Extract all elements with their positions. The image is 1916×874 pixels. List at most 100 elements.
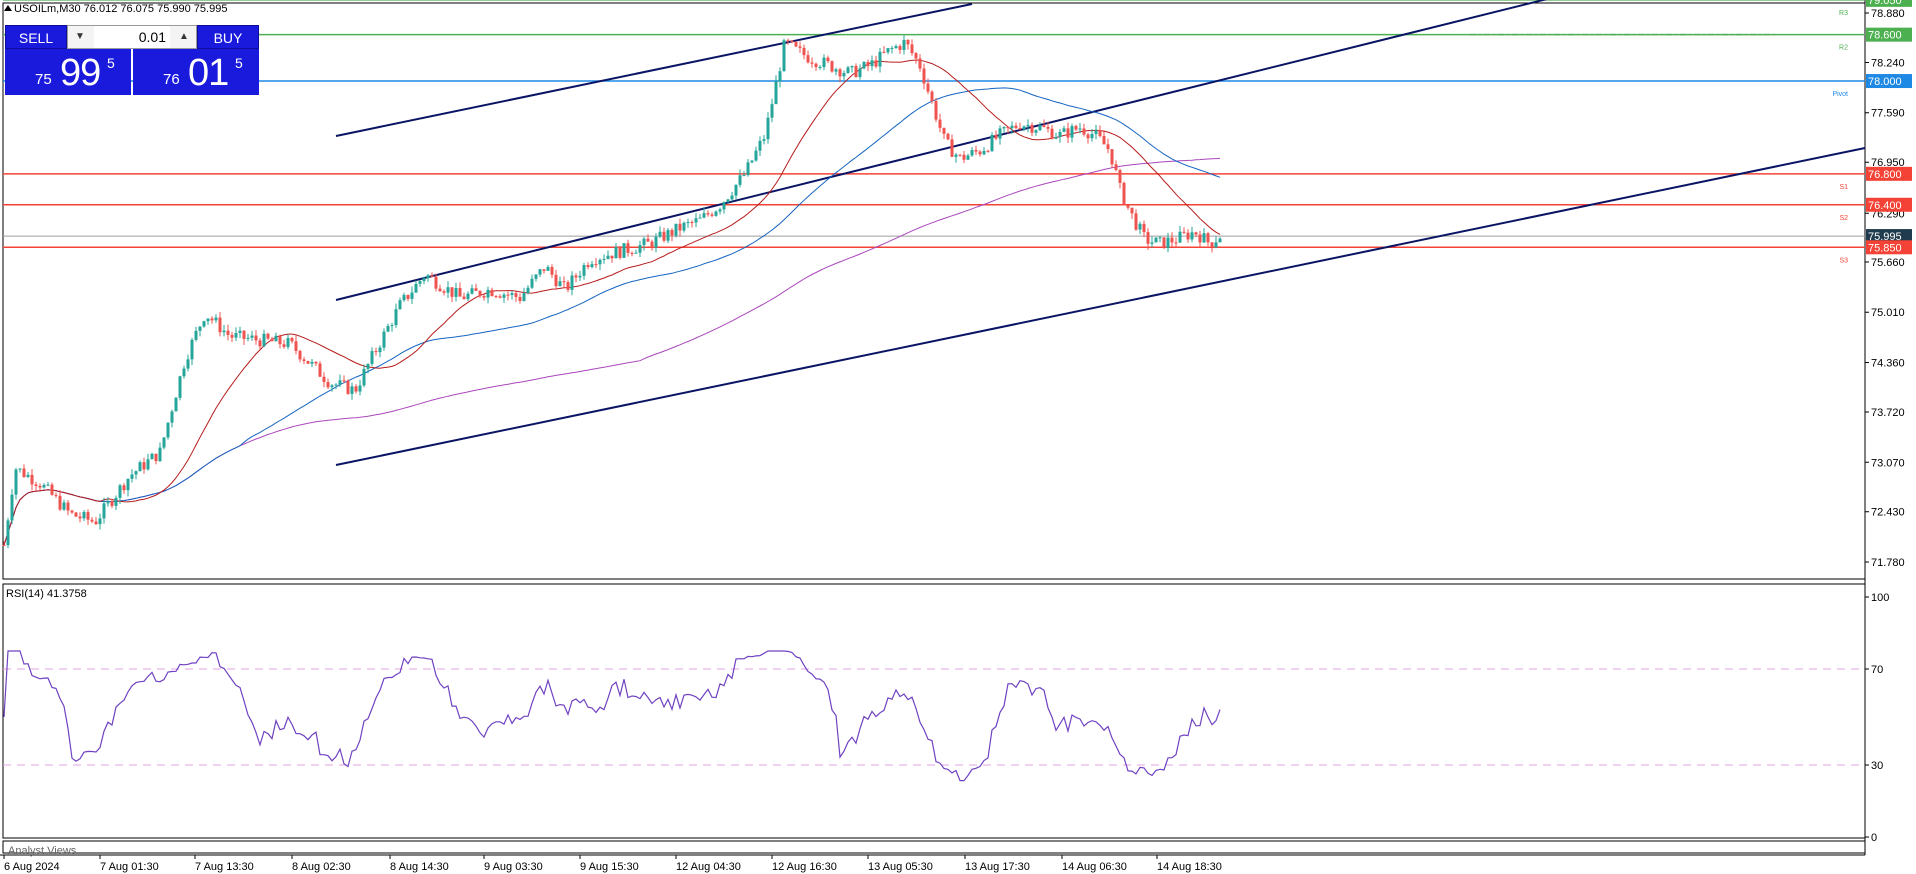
- main-chart-area[interactable]: [2, 2, 1866, 580]
- level-name-s2: S2: [1839, 215, 1848, 222]
- candle-body: [990, 134, 994, 152]
- candle-body: [826, 57, 830, 62]
- candle-body: [494, 296, 498, 298]
- candle-body: [314, 361, 318, 364]
- candle-body: [614, 247, 618, 259]
- candle-body: [166, 422, 170, 438]
- candle-body: [590, 264, 594, 268]
- rsi-tick-label: 30: [1871, 760, 1883, 772]
- candle-body: [18, 468, 22, 470]
- candle-body: [202, 321, 206, 327]
- candle-body: [1026, 124, 1030, 127]
- candle-body: [1166, 237, 1170, 248]
- candle-body: [646, 238, 650, 242]
- candle-body: [678, 223, 682, 231]
- candle-body: [42, 484, 46, 488]
- candle-body: [914, 53, 918, 59]
- candle-body: [510, 293, 514, 296]
- buy-button[interactable]: BUY: [197, 25, 259, 49]
- candle-body: [722, 202, 726, 210]
- candle-body: [1126, 204, 1130, 208]
- price-tag-label: 76.400: [1868, 200, 1902, 212]
- candle-body: [350, 386, 354, 394]
- candle-body: [1146, 232, 1150, 244]
- lot-decrease-icon[interactable]: ▼: [75, 31, 85, 42]
- candle-body: [746, 162, 750, 176]
- candle-body: [1106, 144, 1110, 150]
- rsi-subwindow[interactable]: [2, 583, 1866, 839]
- candle-body: [474, 288, 478, 291]
- candle-body: [582, 265, 586, 276]
- buy-price-display[interactable]: 76 01 5: [133, 49, 259, 95]
- level-name-r3: R3: [1839, 10, 1848, 17]
- candle-body: [214, 317, 218, 321]
- time-tick-label: 9 Aug 03:30: [484, 861, 543, 873]
- candle-body: [890, 47, 894, 49]
- candle-body: [670, 230, 674, 236]
- sell-button[interactable]: SELL: [5, 25, 67, 49]
- lot-size-stepper[interactable]: ▼ 0.01 ▲: [67, 25, 197, 49]
- candle-body: [478, 290, 482, 296]
- candle-body: [570, 275, 574, 290]
- price-tag-s2: [1866, 197, 1912, 212]
- candle-body: [870, 60, 874, 67]
- candle-body: [118, 485, 122, 498]
- price-tag-s3: [1866, 240, 1912, 255]
- candle-body: [658, 231, 662, 237]
- sell-price-display[interactable]: 75 99 5: [5, 49, 131, 95]
- candle-body: [938, 119, 942, 128]
- candle-body: [622, 243, 626, 258]
- candle-body: [498, 296, 502, 298]
- rsi-line: [3, 650, 1221, 782]
- candle-body: [1038, 125, 1042, 131]
- candle-body: [94, 521, 98, 525]
- candle-body: [130, 474, 134, 479]
- candle-body: [266, 333, 270, 339]
- time-tick-label: 13 Aug 05:30: [868, 861, 933, 873]
- candle-body: [1054, 136, 1058, 139]
- candle-body: [598, 259, 602, 265]
- candle-body: [338, 380, 342, 385]
- buy-price-main: 01: [188, 52, 229, 94]
- sell-price-prefix: 75: [35, 71, 52, 88]
- candle-body: [374, 351, 378, 353]
- candle-body: [366, 364, 370, 369]
- level-name-pivot: Pivot: [1832, 91, 1848, 98]
- lot-size-input[interactable]: 0.01: [94, 26, 170, 48]
- collapse-arrow-icon[interactable]: [4, 5, 12, 11]
- level-name-s3: S3: [1839, 257, 1848, 264]
- candle-body: [714, 211, 718, 216]
- candle-body: [354, 386, 358, 392]
- time-tick-label: 13 Aug 17:30: [965, 861, 1030, 873]
- lot-increase-icon[interactable]: ▲: [179, 31, 189, 42]
- candle-body: [962, 154, 966, 160]
- candle-body: [718, 209, 722, 212]
- candle-body: [1046, 126, 1050, 129]
- candle-body: [506, 294, 510, 296]
- candle-body: [1034, 130, 1038, 133]
- price-tick-label: 73.070: [1871, 457, 1905, 469]
- candle-body: [442, 291, 446, 293]
- candle-body: [302, 359, 306, 361]
- candle-body: [934, 100, 938, 120]
- candle-body: [1218, 238, 1222, 243]
- candle-body: [586, 265, 590, 268]
- candle-body: [810, 62, 814, 64]
- candle-body: [774, 81, 778, 105]
- candle-body: [634, 252, 638, 254]
- candle-body: [1110, 149, 1114, 165]
- candle-body: [866, 62, 870, 67]
- candle-body: [754, 150, 758, 161]
- candle-body: [814, 63, 818, 68]
- channel-line-2[interactable]: [335, 0, 1865, 301]
- channel-line-3[interactable]: [335, 147, 1866, 466]
- candle-body: [426, 275, 430, 279]
- candle-body: [994, 134, 998, 139]
- candle-body: [850, 65, 854, 68]
- candle-body: [1138, 223, 1142, 230]
- channel-line-1[interactable]: [335, 3, 973, 137]
- candle-body: [22, 468, 26, 477]
- candle-body: [974, 150, 978, 152]
- rsi-indicator-label: RSI(14) 41.3758: [6, 588, 87, 600]
